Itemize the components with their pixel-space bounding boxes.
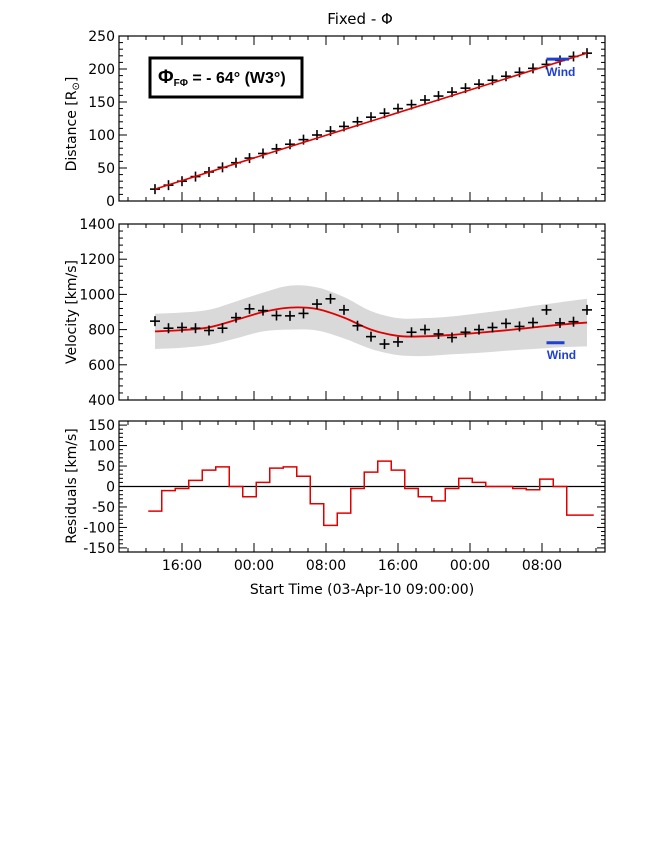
distance-ytick-label: 150 bbox=[88, 95, 115, 111]
phi-annotation: ΦFΦ = - 64° (W3°) bbox=[148, 56, 304, 99]
x-axis-label: Start Time (03-Apr-10 09:00:00) bbox=[250, 582, 474, 598]
velocity-ytick-label: 600 bbox=[88, 358, 115, 374]
x-tick-label: 16:00 bbox=[378, 558, 418, 574]
distance-ylabel: Distance [R⊙] bbox=[64, 77, 82, 172]
velocity-ytick-label: 1000 bbox=[79, 287, 115, 303]
distance-ylabel-sub: ⊙ bbox=[71, 82, 82, 90]
velocity-uncertainty-band bbox=[155, 285, 587, 357]
distance-fit-line bbox=[154, 52, 588, 190]
annotation-text: ΦFΦ = - 64° (W3°) bbox=[158, 67, 286, 89]
velocity-ytick-label: 1200 bbox=[79, 252, 115, 268]
annotation-subscript: FΦ bbox=[174, 78, 188, 89]
x-tick-label: 08:00 bbox=[522, 558, 562, 574]
residuals-ytick-label: 50 bbox=[97, 459, 115, 475]
x-tick-label: 08:00 bbox=[306, 558, 346, 574]
residuals-step-line bbox=[148, 460, 594, 527]
velocity-ytick-label: 1400 bbox=[79, 217, 115, 233]
distance-ytick-label: 100 bbox=[88, 128, 115, 144]
velocity-wind-label: Wind bbox=[547, 348, 576, 362]
x-tick-label: 00:00 bbox=[234, 558, 274, 574]
x-tick-label: 00:00 bbox=[450, 558, 490, 574]
residuals-ytick-label: -50 bbox=[92, 500, 115, 516]
residuals-ytick-label: 100 bbox=[88, 439, 115, 455]
distance-ytick-label: 250 bbox=[88, 29, 115, 45]
velocity-ylabel: Velocity [km/s] bbox=[64, 260, 80, 364]
annotation-phi: Φ bbox=[158, 67, 174, 88]
annotation-box bbox=[148, 56, 304, 99]
distance-ytick-label: 200 bbox=[88, 62, 115, 78]
distance-ytick-label: 50 bbox=[97, 161, 115, 177]
velocity-ytick-label: 800 bbox=[88, 323, 115, 339]
residuals-ytick-label: -150 bbox=[83, 541, 115, 557]
x-tick-label: 16:00 bbox=[162, 558, 202, 574]
residuals-panel: -150 -100 -50 0 50 100 150 16:00 00:00 08:00 16:00… bbox=[83, 418, 606, 574]
distance-panel: Wind 0 50 100 150 200 250 bbox=[88, 29, 606, 210]
annotation-value: = - 64° (W3°) bbox=[188, 70, 286, 87]
velocity-ytick-label: 400 bbox=[88, 393, 115, 409]
figure-title: Fixed - Φ bbox=[327, 10, 393, 28]
residuals-ytick-label: 0 bbox=[106, 480, 115, 496]
velocity-panel: Wind 400 600 800 1000 1200 1400 bbox=[79, 217, 606, 409]
distance-ytick-label: 0 bbox=[106, 194, 115, 210]
residuals-ytick-label: 150 bbox=[88, 418, 115, 434]
distance-wind-label: Wind bbox=[546, 65, 575, 79]
residuals-ylabel: Residuals [km/s] bbox=[64, 428, 80, 544]
distance-ylabel-main: Distance [R bbox=[64, 90, 80, 171]
residuals-ytick-label: -100 bbox=[83, 520, 115, 536]
velocity-fit-curve bbox=[154, 306, 588, 338]
distance-ylabel-close: ] bbox=[64, 77, 80, 82]
